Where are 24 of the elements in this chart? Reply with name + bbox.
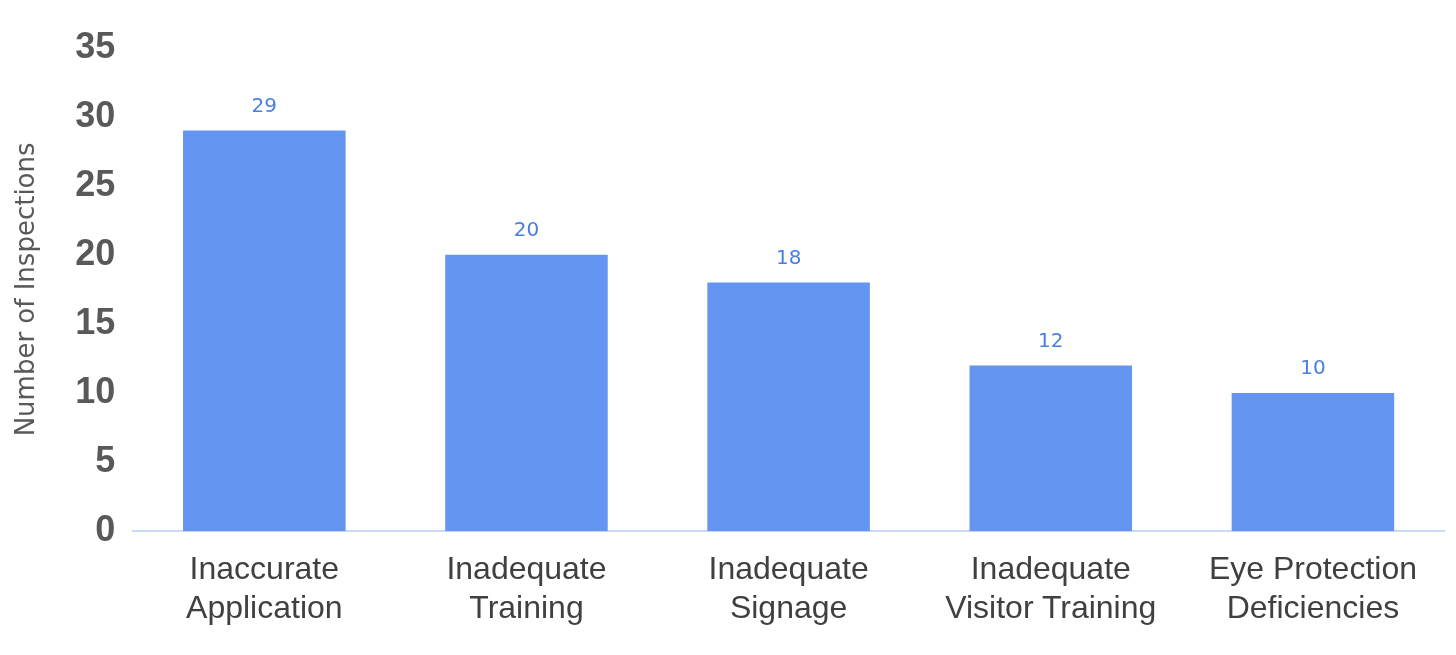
y-tick-label: 5	[95, 439, 116, 481]
bar	[445, 254, 608, 532]
x-tick-label: Inadequate Signage	[708, 550, 869, 625]
data-label: 12	[1038, 327, 1064, 352]
y-tick-label: 30	[75, 93, 116, 135]
x-tick-label: Inadequate Training	[446, 550, 607, 625]
data-label: 20	[513, 217, 540, 242]
data-label: 29	[251, 92, 278, 117]
data-label: 10	[1300, 355, 1326, 380]
y-tick-label: 15	[75, 300, 116, 342]
bar	[1231, 393, 1395, 532]
y-tick-label: 10	[75, 369, 116, 411]
y-tick-label: 20	[75, 231, 116, 273]
bar	[183, 130, 346, 532]
y-axis-title: Number of Inspections	[10, 142, 41, 437]
x-tick-label: Inadequate Visitor Training	[945, 550, 1157, 625]
x-tick-label: Inaccurate Application	[186, 550, 343, 625]
y-tick-label: 35	[75, 24, 116, 66]
y-tick-label: 25	[75, 162, 116, 204]
data-label: 18	[775, 244, 802, 269]
x-tick-label: Eye Protection Deficiencies	[1208, 550, 1417, 625]
bar	[707, 282, 870, 532]
bar	[969, 365, 1133, 532]
y-tick-label: 0	[95, 508, 116, 550]
